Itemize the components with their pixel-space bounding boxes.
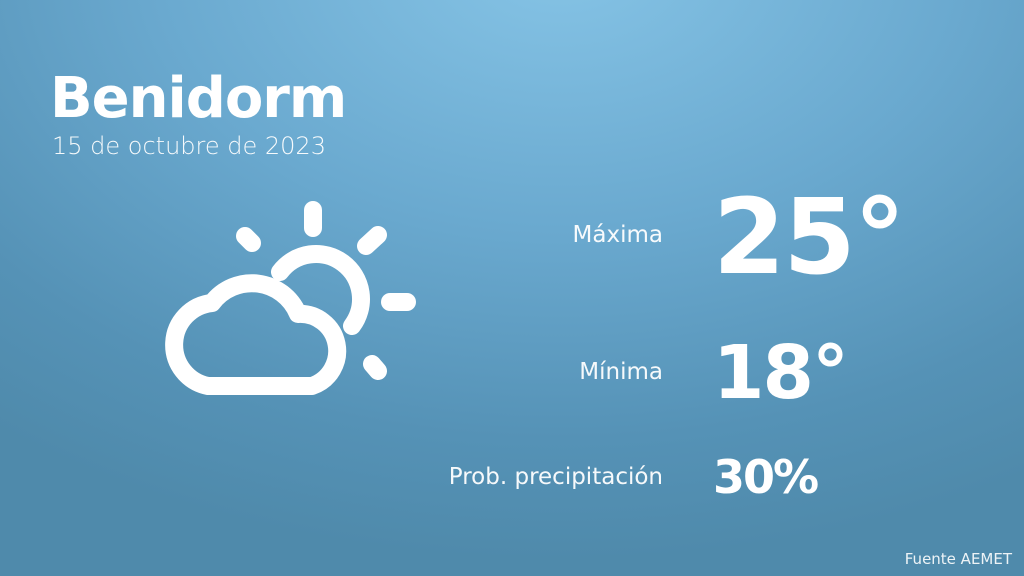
precip-label: Prob. precipitación: [448, 464, 663, 490]
sun-ray: [363, 355, 387, 380]
min-value: 18°: [713, 330, 849, 416]
sun-ray: [357, 226, 387, 255]
city-title: Benidorm: [50, 66, 347, 131]
max-value: 25°: [713, 176, 906, 298]
source-text: Fuente AEMET: [904, 550, 1012, 568]
cloud-outline: [165, 274, 347, 395]
min-label: Mínima: [579, 359, 663, 385]
precip-value: 30%: [713, 450, 819, 504]
date-text: 15 de octubre de 2023: [52, 132, 326, 160]
sun-arc: [271, 245, 370, 335]
max-label: Máxima: [572, 222, 663, 248]
sun-ray: [236, 227, 261, 252]
